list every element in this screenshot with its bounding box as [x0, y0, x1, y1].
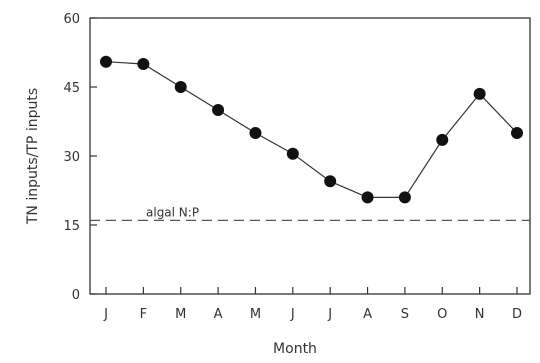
x-tick-label: O	[437, 307, 447, 322]
data-point	[212, 104, 225, 116]
y-tick-label: 45	[63, 81, 80, 96]
x-tick-label: J	[327, 307, 332, 322]
y-axis-ticks: 0 15 30 45 60	[63, 12, 97, 303]
reference-layer: algal N:P	[90, 205, 530, 221]
x-tick-label: F	[140, 307, 147, 322]
data-point	[100, 55, 112, 68]
y-tick-label: 0	[72, 288, 80, 303]
data-point	[473, 87, 486, 100]
x-tick-label: M	[175, 307, 186, 322]
data-point	[436, 133, 449, 146]
data-point	[361, 191, 374, 204]
x-tick-label: S	[401, 307, 409, 322]
x-tick-label: M	[250, 307, 261, 322]
series-layer	[100, 55, 523, 204]
data-point	[137, 58, 150, 70]
data-point	[398, 191, 411, 204]
series-points	[100, 55, 523, 204]
plot-frame	[89, 17, 531, 295]
y-axis-title: TN inputs/TP inputs	[25, 88, 41, 225]
data-point	[324, 175, 337, 188]
data-point	[511, 127, 523, 139]
data-point	[249, 127, 262, 139]
y-tick-label: 60	[63, 12, 80, 27]
y-tick-label: 15	[63, 219, 80, 234]
x-tick-label: N	[475, 307, 485, 322]
x-tick-label: A	[214, 307, 223, 322]
reference-label: algal N:P	[146, 205, 199, 219]
data-point	[286, 147, 299, 160]
series-line	[105, 61, 518, 198]
data-point	[174, 81, 187, 93]
y-tick-label: 30	[63, 150, 80, 165]
x-tick-label: D	[512, 307, 522, 322]
x-tick-label: J	[103, 307, 108, 322]
x-axis-title: Month	[273, 341, 317, 357]
x-tick-label: J	[290, 307, 295, 322]
x-tick-label: A	[363, 307, 372, 322]
